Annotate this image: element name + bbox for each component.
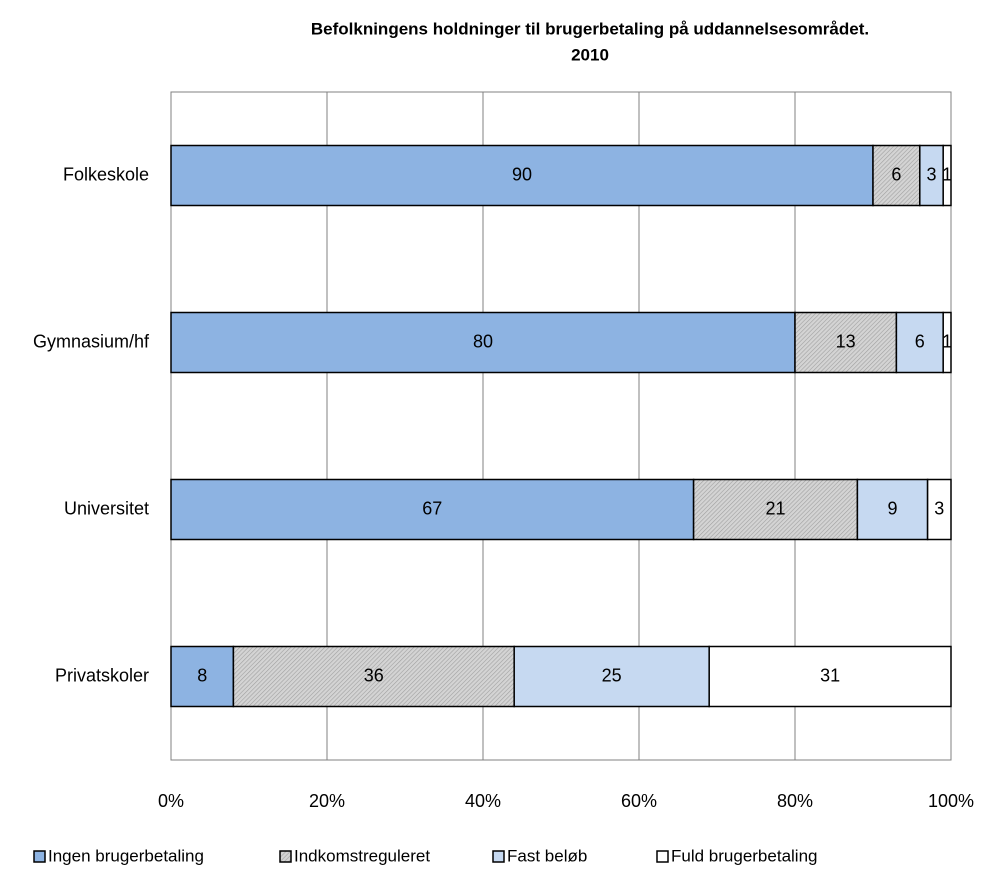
data-label: 31 (820, 665, 840, 685)
x-tick-label: 0% (158, 791, 184, 811)
bar-segment (872, 144, 921, 207)
chart-title: Befolkningens holdninger til brugerbetal… (311, 19, 869, 38)
data-label: 1 (942, 164, 952, 184)
data-label: 13 (836, 331, 856, 351)
x-tick-label: 40% (465, 791, 501, 811)
legend-label: Ingen brugerbetaling (48, 846, 204, 865)
legend-swatch (492, 850, 505, 863)
legend-label: Fast beløb (507, 846, 587, 865)
x-tick-label: 60% (621, 791, 657, 811)
bar-segment (232, 645, 515, 708)
data-label: 9 (887, 498, 897, 518)
y-tick-label: Universitet (64, 498, 149, 518)
plot-border (170, 91, 952, 761)
bar-segment (708, 645, 952, 708)
y-tick-label: Privatskoler (55, 665, 149, 685)
x-tick-label: 20% (309, 791, 345, 811)
bar-segment (170, 311, 796, 374)
bar-segment (692, 478, 859, 541)
legend-swatch (279, 850, 292, 863)
y-tick-label: Folkeskole (63, 164, 149, 184)
data-label: 8 (197, 665, 207, 685)
bar-segment (170, 645, 235, 708)
bar-segment (942, 144, 952, 207)
bar-segment (942, 311, 952, 374)
chart-title: 2010 (571, 45, 609, 64)
legend-label: Indkomstreguleret (294, 846, 430, 865)
legend-swatch (33, 850, 46, 863)
data-label: 36 (364, 665, 384, 685)
legend-label: Fuld brugerbetaling (671, 846, 817, 865)
data-label: 6 (891, 164, 901, 184)
data-label: 25 (602, 665, 622, 685)
x-tick-label: 80% (777, 791, 813, 811)
bar-segment (895, 311, 944, 374)
data-label: 3 (926, 164, 936, 184)
data-label: 3 (934, 498, 944, 518)
x-tick-label: 100% (928, 791, 974, 811)
bar-segment (513, 645, 710, 708)
data-label: 21 (765, 498, 785, 518)
data-label: 80 (473, 331, 493, 351)
bar-segment (794, 311, 898, 374)
data-label: 6 (915, 331, 925, 351)
data-label: 90 (512, 164, 532, 184)
data-label: 67 (422, 498, 442, 518)
bar-segment (170, 144, 874, 207)
bar-segment (926, 478, 952, 541)
y-tick-label: Gymnasium/hf (33, 331, 150, 351)
legend-swatch (656, 850, 669, 863)
data-label: 1 (942, 331, 952, 351)
